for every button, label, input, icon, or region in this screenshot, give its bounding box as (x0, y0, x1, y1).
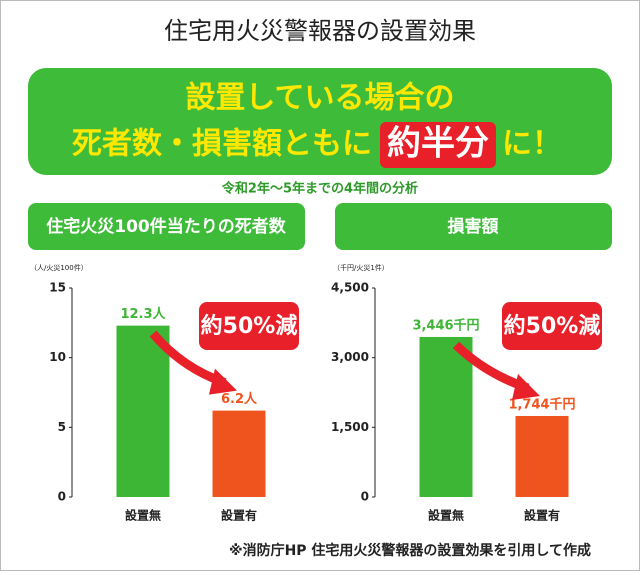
y-axis-label: （千円/火災1件） (333, 263, 389, 272)
y-tick-label: 15 (49, 281, 66, 295)
annotation: 約50%減 (504, 313, 601, 339)
value-label: 3,446千円 (412, 317, 479, 333)
annotation-box (502, 302, 602, 350)
y-tick-label: 3,000 (331, 350, 369, 364)
value-label: 1,744千円 (508, 397, 575, 413)
y-tick-label: 0 (58, 490, 66, 504)
y-axis-label: （人/火災100件） (30, 263, 88, 272)
banner-line: 死者数・損害額ともに (72, 127, 372, 162)
x-tick-label: 設置無 (125, 508, 161, 523)
value-label: 12.3人 (120, 306, 166, 322)
arrow-head (209, 368, 237, 395)
y-tick-label: 0 (361, 490, 369, 504)
banner-line: に！ (502, 127, 562, 162)
y-tick-label: 5 (58, 420, 66, 434)
x-tick-label: 設置無 (428, 508, 464, 523)
banner-emphasis: 約半分 (387, 124, 489, 164)
y-tick-label: 1,500 (331, 420, 369, 434)
page-title: 住宅用火災警報器の設置効果 (164, 17, 476, 45)
emphasis-box (380, 122, 496, 168)
bar (212, 410, 266, 497)
bar (116, 325, 170, 497)
banner-line: 設置している場合の (185, 81, 454, 116)
x-tick-label: 設置有 (524, 508, 560, 523)
chart-title: 住宅火災100件当たりの死者数 (46, 216, 286, 237)
annotation-box (199, 302, 299, 350)
y-tick-label: 10 (49, 350, 66, 364)
x-tick-label: 設置有 (221, 508, 257, 523)
bar (419, 336, 473, 497)
y-tick-label: 4,500 (331, 281, 369, 295)
chart-header (28, 203, 305, 250)
annotation: 約50%減 (201, 313, 298, 339)
footer: ※消防庁HP 住宅用火災警報器の設置効果を引用して作成 (229, 542, 591, 559)
value-label: 6.2人 (221, 391, 258, 407)
chart-header (335, 203, 612, 250)
chart-title: 損害額 (448, 216, 499, 237)
bar (515, 416, 569, 497)
period: 令和2年～5年までの4年間の分析 (222, 181, 418, 197)
arrow-head (512, 374, 540, 401)
